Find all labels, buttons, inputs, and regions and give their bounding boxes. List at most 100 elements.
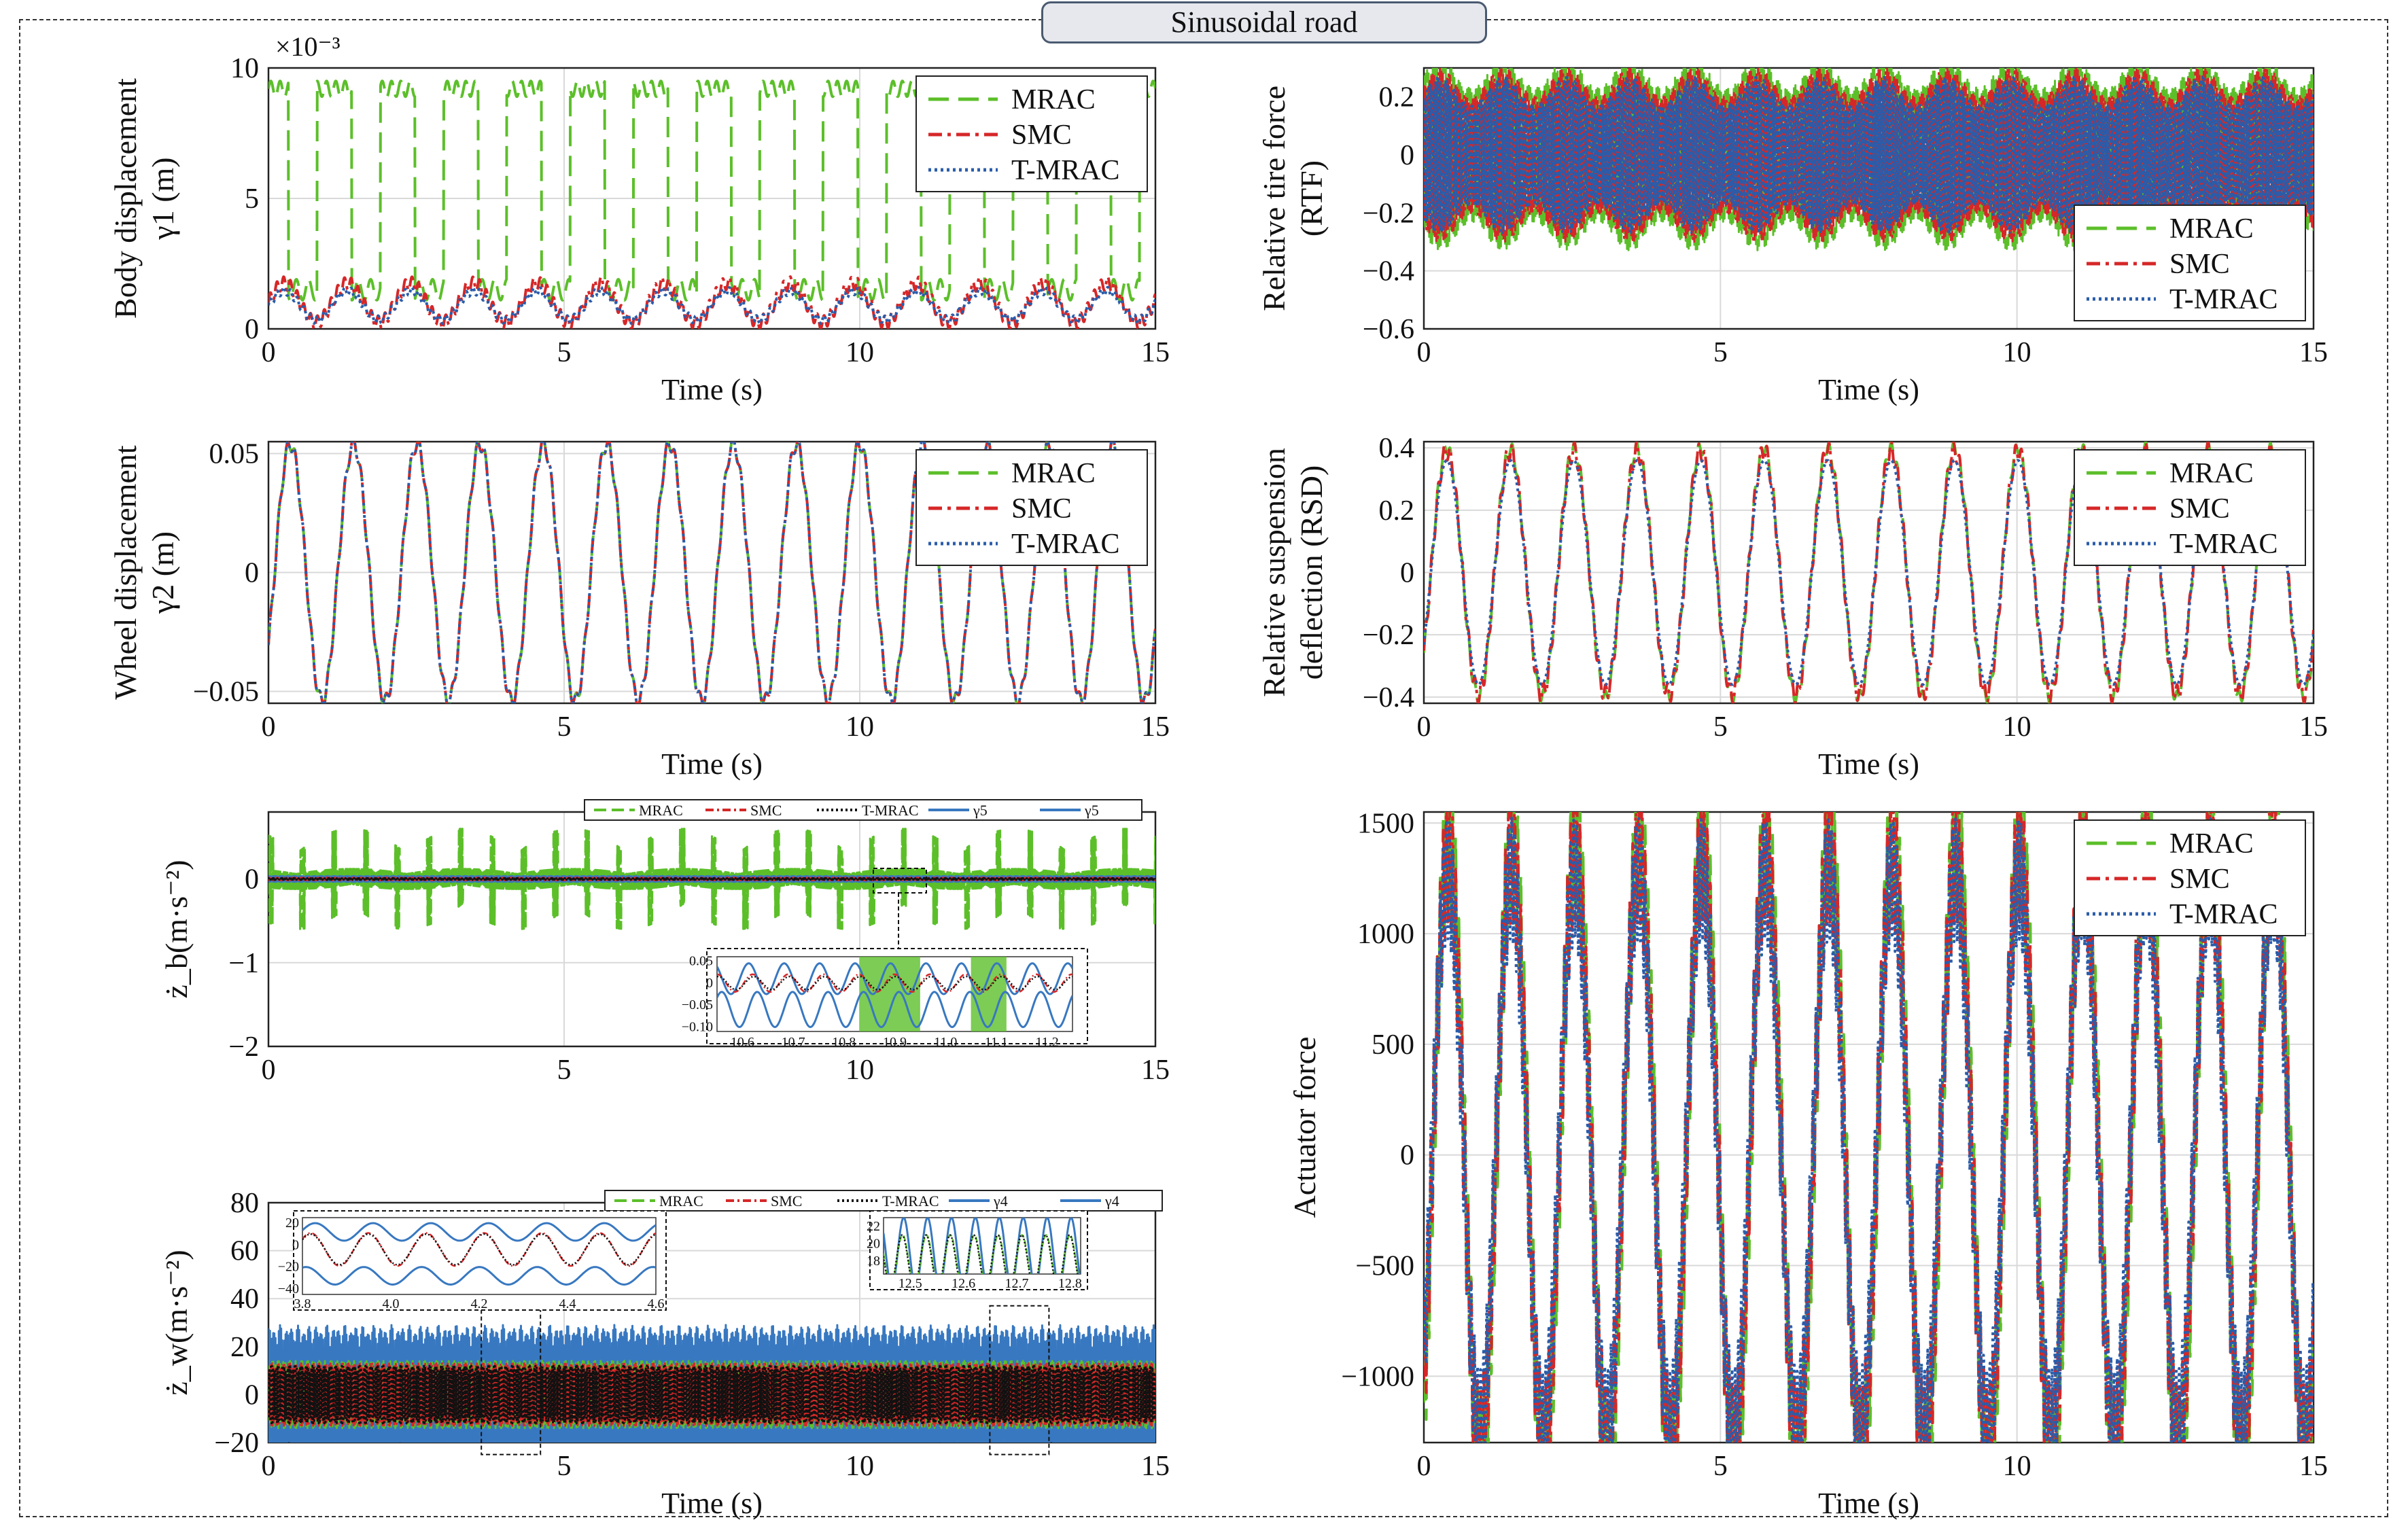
y-axis-label: Relative suspension (1257, 448, 1291, 697)
y-tick-label: 0 (1400, 558, 1414, 589)
series-SMC (268, 442, 1155, 703)
inset-x-tick: 11.2 (1036, 1035, 1059, 1050)
legend-entry: SMC (2169, 864, 2230, 895)
y-tick-label: −0.4 (1363, 256, 1414, 287)
x-tick-label: 0 (1417, 1451, 1431, 1482)
inset-x-tick: 10.9 (883, 1035, 907, 1050)
series-T-MRAC (1424, 459, 2314, 686)
series-T-MRAC (268, 285, 1155, 325)
y-tick-label: 80 (230, 1188, 259, 1219)
series-T-MRAC (268, 877, 1155, 881)
x-tick-label: 10 (845, 1055, 874, 1086)
inset-x-tick: 10.7 (782, 1035, 805, 1050)
legend-box (915, 75, 1148, 192)
y-axis-label: Actuator force (1287, 1037, 1322, 1218)
y-tick-label: −0.2 (1363, 620, 1414, 651)
legend-entry: MRAC (639, 802, 683, 819)
y-exponent: ×10⁻³ (275, 31, 341, 62)
inset-x-tick: 10.6 (731, 1035, 754, 1050)
inset-T-MRAC (884, 1234, 1079, 1274)
series-T-MRAC (1424, 816, 2314, 1443)
y-tick-label: 500 (1372, 1029, 1414, 1061)
y-tick-label: 0 (245, 558, 259, 589)
inset-x-tick: 12.5 (898, 1276, 922, 1291)
legend-entry: MRAC (2169, 458, 2254, 489)
inset-y-tick: 20 (867, 1236, 880, 1251)
y-tick-label: −2 (228, 1031, 259, 1063)
legend-entry: MRAC (659, 1192, 703, 1209)
y-axis-label: (RTF) (1294, 160, 1329, 236)
y-tick-label: 0.4 (1379, 433, 1415, 464)
x-tick-label: 5 (557, 337, 572, 368)
legend-entry: SMC (2169, 493, 2230, 525)
x-tick-label: 5 (557, 1055, 572, 1086)
x-tick-label: 5 (557, 1451, 572, 1482)
chart-rtf: 0 5 10 15 −0.6 −0.4 −0.2 0 0.2 Time (s) Relative t… (1257, 67, 2328, 406)
legend-entry: MRAC (1011, 84, 1096, 116)
x-tick-label: 0 (1417, 711, 1431, 743)
y-tick-label: 0 (245, 1379, 259, 1411)
x-tick-label: 15 (2299, 1451, 2328, 1482)
y-tick-label: −1000 (1341, 1361, 1414, 1392)
inset-y-tick: 22 (867, 1219, 880, 1234)
legend-entry: T-MRAC (1011, 155, 1120, 186)
x-axis-label: Time (s) (661, 1487, 763, 1520)
series-T-MRAC (1424, 75, 2314, 234)
y-axis-label: ż_b(m·s⁻²) (159, 860, 194, 998)
lines-wheel (268, 442, 1155, 703)
plot-frame (267, 440, 1157, 705)
legend-entry: MRAC (1011, 458, 1096, 489)
y-tick-label: 60 (230, 1236, 259, 1267)
y-axis-label: ż_w(m·s⁻²) (159, 1250, 194, 1395)
legend-box (915, 449, 1148, 566)
x-axis-label: Time (s) (1818, 747, 1919, 781)
inset-ref (884, 1218, 1081, 1274)
legend-entry: γ4 (993, 1192, 1008, 1209)
y-axis-label: Relative tire force (1257, 86, 1291, 311)
y-tick-label: −500 (1355, 1251, 1414, 1282)
x-tick-label: 0 (262, 711, 276, 743)
x-axis-label: Time (s) (661, 747, 763, 781)
legend-entry: T-MRAC (882, 1192, 939, 1209)
y-tick-label: 0 (1400, 1140, 1414, 1171)
inset-x-tick: 4.2 (471, 1296, 488, 1311)
legend-entry: T-MRAC (1011, 529, 1120, 560)
inset-lines (884, 1218, 1081, 1274)
legend-entry: MRAC (2169, 213, 2254, 245)
y-tick-label: −20 (214, 1428, 259, 1459)
legend-entry: γ4 (1104, 1192, 1119, 1209)
x-tick-label: 10 (2003, 711, 2031, 743)
y-tick-label: 0.05 (209, 439, 260, 470)
x-axis-label: Time (s) (1818, 1487, 1919, 1520)
y-tick-label: 10 (230, 53, 259, 84)
inset-y-tick: 20 (285, 1216, 299, 1231)
inset-MRAC (884, 1234, 1079, 1274)
x-tick-label: 15 (2299, 337, 2328, 368)
lines-rsd (1424, 442, 2314, 703)
inset-x-tick: 11.1 (985, 1035, 1008, 1050)
legend-entry: SMC (1011, 493, 1072, 525)
legend-box (2074, 819, 2306, 936)
x-tick-label: 15 (1141, 711, 1170, 743)
y-tick-label: 0 (245, 314, 259, 345)
legend-box (2074, 449, 2306, 566)
inset-SMC (717, 973, 1072, 993)
legend-entry: MRAC (2169, 828, 2254, 860)
inset-y-tick: 0.05 (689, 953, 713, 968)
plot-frame (1423, 440, 2315, 705)
series-MRAC (268, 828, 1155, 930)
y-tick-label: 1500 (1357, 808, 1414, 839)
series-T-MRAC (268, 1364, 1155, 1425)
legend-entry: T-MRAC (862, 802, 919, 819)
legend-entry: T-MRAC (2169, 529, 2278, 560)
x-tick-label: 0 (1417, 337, 1431, 368)
chart-zb: 0 5 10 15 −2 −1 0 ż_b(m·s⁻²) MRAC SMC T-MRAC γ5 γ5 10… (159, 799, 1170, 1086)
inset-y-tick: 0 (706, 976, 713, 991)
legend-entry: SMC (771, 1192, 802, 1209)
legend-entry: T-MRAC (2169, 899, 2278, 930)
legend-entry: γ5 (1084, 802, 1099, 819)
x-tick-label: 10 (2003, 337, 2031, 368)
inset-ref-b (717, 962, 1072, 995)
